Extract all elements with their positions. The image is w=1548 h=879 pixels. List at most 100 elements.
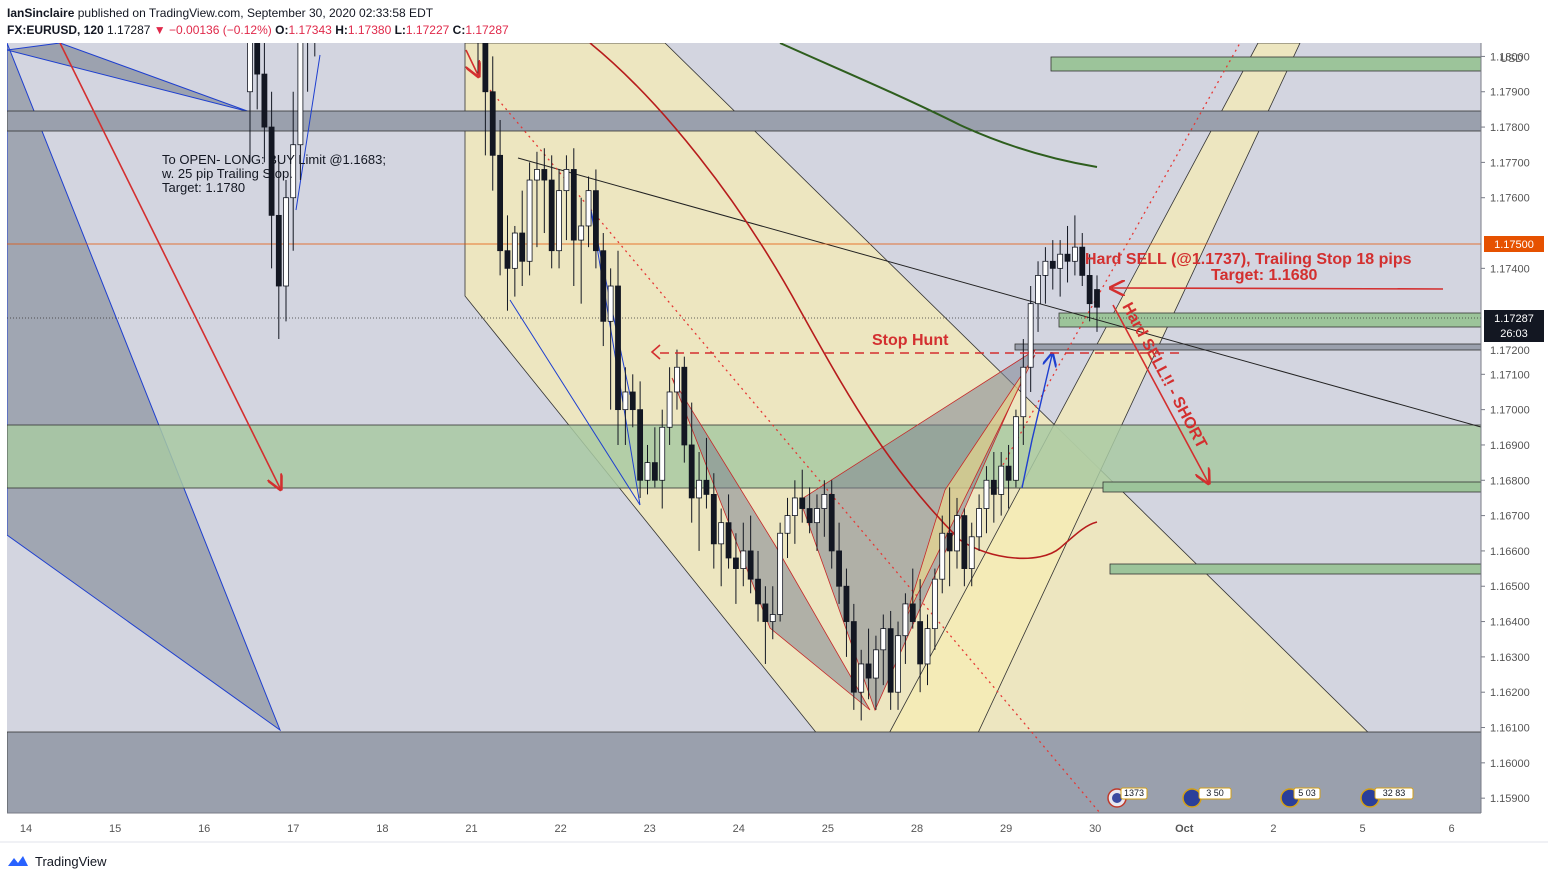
candle-body-up[interactable] bbox=[585, 190, 592, 227]
candle-body-up[interactable] bbox=[578, 225, 585, 241]
candle-body-down[interactable] bbox=[275, 214, 282, 287]
candle-body-up[interactable] bbox=[769, 614, 776, 622]
candle-body-down[interactable] bbox=[828, 494, 835, 552]
candle-body-up[interactable] bbox=[526, 179, 533, 262]
time-axis[interactable] bbox=[0, 813, 1548, 839]
candle-body-down[interactable] bbox=[482, 39, 489, 93]
candle-body-down[interactable] bbox=[747, 550, 754, 580]
candle-body-up[interactable] bbox=[998, 465, 1005, 495]
event-flags[interactable]: 1373 3 50 5 03 32 83 bbox=[1107, 787, 1414, 808]
candle-body-up[interactable] bbox=[1035, 275, 1041, 305]
candle-body-down[interactable] bbox=[637, 409, 644, 481]
candle-body-up[interactable] bbox=[791, 497, 798, 516]
candle-body-up[interactable] bbox=[1071, 246, 1078, 262]
candle-body-up[interactable] bbox=[858, 663, 865, 693]
candle-body-up[interactable] bbox=[283, 197, 289, 287]
candle-body-up[interactable] bbox=[954, 515, 960, 552]
candle-body-up[interactable] bbox=[247, 21, 253, 93]
candle-body-down[interactable] bbox=[504, 250, 511, 269]
candle-body-down[interactable] bbox=[733, 557, 739, 569]
candle-body-up[interactable] bbox=[924, 628, 931, 665]
candle-body-down[interactable] bbox=[1049, 260, 1056, 269]
candle-body-down[interactable] bbox=[799, 497, 806, 509]
candle-body-down[interactable] bbox=[541, 169, 548, 181]
candle-body-down[interactable] bbox=[548, 179, 555, 252]
candle-body-up[interactable] bbox=[622, 391, 629, 411]
candle-body-down[interactable] bbox=[917, 621, 924, 665]
candle-body-down[interactable] bbox=[703, 479, 710, 495]
eu-flag-icon[interactable] bbox=[1182, 788, 1202, 808]
candle-body-up[interactable] bbox=[297, 39, 304, 146]
candle-body-up[interactable] bbox=[696, 479, 702, 499]
candle-body-up[interactable] bbox=[976, 508, 982, 538]
candle-body-down[interactable] bbox=[688, 444, 695, 499]
candle-body-up[interactable] bbox=[784, 515, 791, 534]
candle-body-up[interactable] bbox=[666, 391, 673, 428]
candle-body-down[interactable] bbox=[909, 603, 916, 622]
candle-body-up[interactable] bbox=[556, 190, 562, 252]
candle-body-up[interactable] bbox=[718, 522, 725, 545]
candle-body-down[interactable] bbox=[629, 391, 636, 411]
candle-body-down[interactable] bbox=[836, 550, 842, 587]
candle-body-up[interactable] bbox=[740, 550, 747, 569]
candle-body-down[interactable] bbox=[990, 479, 997, 495]
candle-body-down[interactable] bbox=[254, 21, 261, 75]
candle-body-up[interactable] bbox=[895, 635, 901, 693]
candle-body-down[interactable] bbox=[651, 462, 658, 481]
symbol-label[interactable]: FX:EURUSD, 120 bbox=[7, 23, 104, 37]
candle-body-up[interactable] bbox=[968, 536, 975, 569]
candle-body-down[interactable] bbox=[1064, 253, 1071, 262]
candle-body-down[interactable] bbox=[946, 532, 953, 552]
candle-body-down[interactable] bbox=[497, 154, 504, 252]
candle-body-down[interactable] bbox=[489, 91, 496, 156]
candle-body-down[interactable] bbox=[519, 232, 526, 262]
candle-body-up[interactable] bbox=[1042, 260, 1049, 276]
candle-body-up[interactable] bbox=[511, 232, 518, 269]
tradingview-logo-icon[interactable] bbox=[7, 854, 29, 868]
candle-body-down[interactable] bbox=[615, 285, 621, 411]
candle-body-down[interactable] bbox=[762, 603, 769, 622]
candle-body-down[interactable] bbox=[1086, 275, 1093, 305]
candle-body-up[interactable] bbox=[563, 169, 570, 192]
candle-body-up[interactable] bbox=[814, 508, 820, 524]
candle-body-up[interactable] bbox=[674, 366, 680, 393]
candle-body-up[interactable] bbox=[607, 285, 614, 322]
candle-body-up[interactable] bbox=[777, 532, 784, 615]
candle-body-up[interactable] bbox=[1057, 253, 1064, 269]
candle-body-up[interactable] bbox=[873, 649, 879, 679]
candle-body-down[interactable] bbox=[570, 169, 577, 241]
candle-body-up[interactable] bbox=[939, 532, 946, 580]
candle-body-down[interactable] bbox=[887, 628, 894, 693]
candle-body-up[interactable] bbox=[534, 169, 540, 181]
candle-body-down[interactable] bbox=[1079, 246, 1086, 276]
candle-body-up[interactable] bbox=[1013, 416, 1019, 481]
candle-body-up[interactable] bbox=[931, 578, 938, 630]
candle-body-down[interactable] bbox=[261, 73, 268, 128]
candle-body-down[interactable] bbox=[725, 522, 732, 559]
candle-body-up[interactable] bbox=[644, 462, 651, 481]
candle-body-down[interactable] bbox=[843, 585, 850, 622]
candle-body-down[interactable] bbox=[755, 578, 761, 605]
candle-body-down[interactable] bbox=[961, 515, 968, 569]
candle-body-down[interactable] bbox=[850, 621, 857, 693]
candle-body-up[interactable] bbox=[659, 426, 666, 481]
candle-body-down[interactable] bbox=[681, 366, 688, 446]
candle-body-down[interactable] bbox=[710, 494, 717, 545]
candle-body-up[interactable] bbox=[290, 144, 297, 199]
candle-body-up[interactable] bbox=[880, 628, 887, 651]
author-name[interactable]: IanSinclaire bbox=[7, 6, 75, 20]
candle-body-up[interactable] bbox=[1027, 303, 1034, 368]
candle-body-up[interactable] bbox=[821, 494, 828, 509]
candle-body-up[interactable] bbox=[902, 603, 909, 637]
brand-name[interactable]: TradingView bbox=[35, 853, 107, 869]
candle-body-down[interactable] bbox=[806, 508, 813, 524]
candle-body-up[interactable] bbox=[983, 479, 990, 509]
candle-body-down[interactable] bbox=[268, 126, 275, 216]
candle-body-down[interactable] bbox=[1094, 289, 1100, 308]
candle-body-down[interactable] bbox=[865, 663, 872, 679]
candle-body-down[interactable] bbox=[1005, 465, 1012, 481]
price-axis[interactable] bbox=[1481, 43, 1548, 813]
candle-body-down[interactable] bbox=[600, 250, 607, 322]
candle-body-up[interactable] bbox=[1020, 366, 1027, 418]
